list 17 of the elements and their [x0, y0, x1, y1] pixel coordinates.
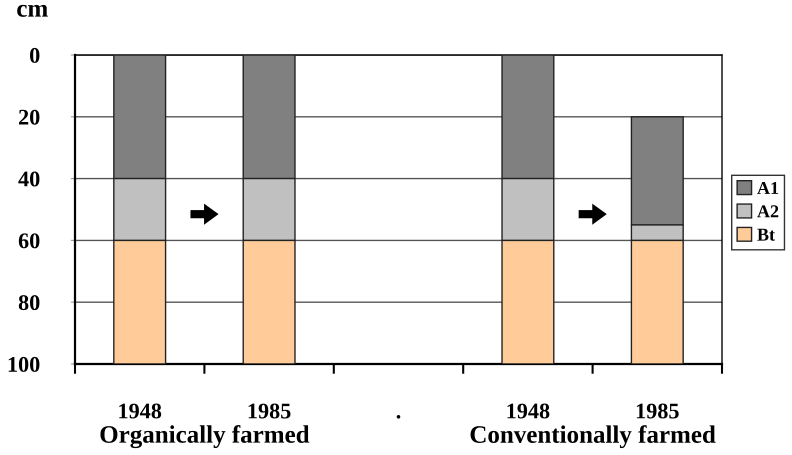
x-tick-label: 1948	[119, 404, 162, 419]
x-tick-label: 1985	[248, 404, 291, 419]
y-tick-label: 60	[18, 233, 40, 248]
text: Conventionally farmed	[470, 425, 716, 448]
y-tick-label: 100	[8, 356, 40, 372]
y-tick-label: 0	[30, 48, 40, 63]
x-tick-label: 1985	[636, 404, 679, 419]
legend-label: Bt	[757, 228, 775, 241]
y-axis-title: cm	[17, 4, 48, 17]
y-tick-label: 20	[18, 110, 40, 125]
legend-label: A1	[757, 182, 778, 194]
y-tick-label: 80	[18, 295, 40, 310]
legend-label: A2	[757, 205, 778, 218]
x-tick-label: 1948	[507, 404, 550, 419]
x-tick-label: .	[396, 415, 400, 419]
y-tick-label: 40	[18, 172, 40, 187]
text: Organically farmed	[100, 425, 310, 448]
